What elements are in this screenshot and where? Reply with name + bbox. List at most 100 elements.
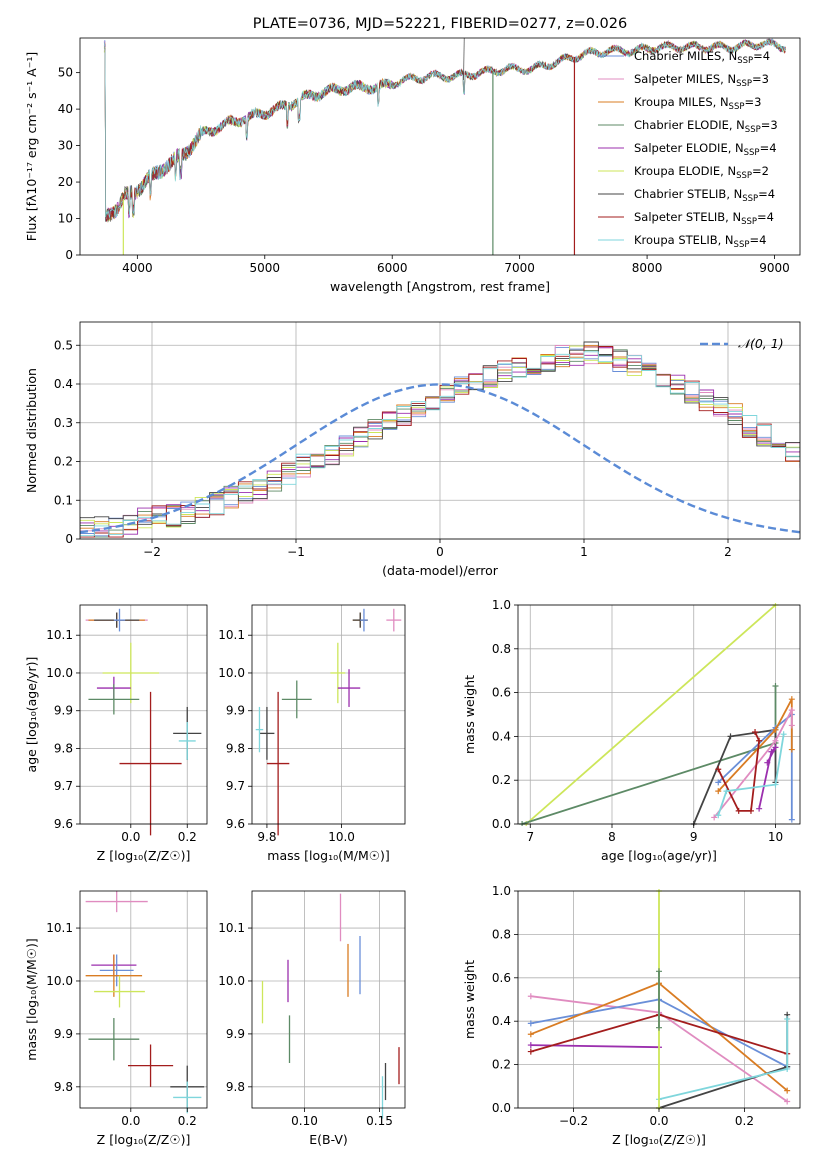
chart-title: PLATE=0736, MJD=52221, FIBERID=0277, z=0… <box>253 16 627 32</box>
x-axis-label: Z [log₁₀(Z/Z☉)] <box>97 848 191 863</box>
y-tick-label: 50 <box>58 66 73 80</box>
y-tick-label: 9.6 <box>54 817 73 831</box>
legend-entry: Salpeter STELIB, NSSP=4 <box>634 210 774 227</box>
x-tick-label: 0.15 <box>366 1114 393 1128</box>
weight-marker <box>780 731 787 738</box>
x-tick-label: 8000 <box>632 261 663 275</box>
y-tick-label: 10.0 <box>46 666 73 680</box>
y-tick-label: 0.6 <box>492 971 511 985</box>
y-axis-label: mass weight <box>462 675 477 754</box>
legend: Chabrier MILES, NSSP=4 Salpeter MILES, NS… <box>598 49 778 250</box>
weight-marker <box>727 733 734 740</box>
y-tick-label: 1.0 <box>492 598 511 612</box>
y-tick-label: 9.9 <box>54 1027 73 1041</box>
weight-line <box>717 734 785 816</box>
y-tick-label: 0 <box>65 532 73 546</box>
y-tick-label: 30 <box>58 139 73 153</box>
y-tick-label: 0.3 <box>54 416 73 430</box>
weight-marker <box>768 748 775 755</box>
weight-marker <box>788 722 795 729</box>
y-tick-label: 0.8 <box>492 642 511 656</box>
x-tick-label: 9 <box>690 830 698 844</box>
histogram-series <box>80 346 800 539</box>
weight-marker <box>772 726 779 733</box>
x-tick-label: 0.2 <box>178 1114 197 1128</box>
y-tick-label: 0.4 <box>54 377 73 391</box>
x-tick-label: 2 <box>724 545 732 559</box>
x-tick-label: 10 <box>768 830 783 844</box>
x-tick-label: 9000 <box>759 261 790 275</box>
axes-frame <box>251 890 406 1109</box>
legend-entry: Chabrier STELIB, NSSP=4 <box>634 187 775 204</box>
x-axis-label: (data-model)/error <box>382 563 499 578</box>
weight-marker <box>527 1031 534 1038</box>
y-axis-label: age [log₁₀(age/yr)] <box>24 657 39 773</box>
y-tick-label: 0.0 <box>492 817 511 831</box>
y-tick-label: 10 <box>58 212 73 226</box>
x-tick-label: 9.8 <box>257 830 276 844</box>
x-tick-label: −0.2 <box>559 1114 588 1128</box>
y-tick-label: 40 <box>58 102 73 116</box>
weight-marker <box>784 1016 791 1023</box>
legend-entry: Kroupa MILES, NSSP=3 <box>634 95 761 112</box>
weight-marker <box>715 779 722 786</box>
y-tick-label: 0.6 <box>492 686 511 700</box>
weight-marker <box>772 744 779 751</box>
legend-entry: Salpeter MILES, NSSP=3 <box>634 72 769 89</box>
weight-marker <box>784 1087 791 1094</box>
weight-line <box>717 712 793 820</box>
residuals-panel: −2 −1 0 1 2 0 0.1 0.2 0.3 0.4 0.5 (data-model)/erro… <box>24 321 801 578</box>
halpha-spike <box>463 38 465 80</box>
y-tick-label: 9.9 <box>226 1027 245 1041</box>
y-tick-label: 1.0 <box>492 884 511 898</box>
spectrum-line <box>103 38 786 219</box>
y-tick-label: 0.8 <box>492 927 511 941</box>
y-tick-label: 9.6 <box>226 817 245 831</box>
y-tick-label: 0 <box>65 248 73 262</box>
weight-marker <box>527 1042 534 1049</box>
y-tick-label: 10.1 <box>46 921 73 935</box>
histogram-series <box>80 351 800 539</box>
mass_vs_EBV-panel: 0.10 0.15 9.8 9.9 10.0 10.1 E(B-V) <box>218 890 406 1147</box>
weight-marker <box>723 788 730 795</box>
x-tick-label: 4000 <box>122 261 153 275</box>
weight-line <box>525 604 777 825</box>
y-tick-label: 9.8 <box>226 1080 245 1094</box>
x-tick-label: 6000 <box>377 261 408 275</box>
weight-marker <box>735 807 742 814</box>
weight-marker <box>764 759 771 766</box>
y-tick-label: 0.4 <box>492 1014 511 1028</box>
weight-marker <box>752 729 759 736</box>
weight-marker <box>715 812 722 819</box>
x-tick-label: 7 <box>526 830 534 844</box>
weight-marker <box>788 696 795 703</box>
weight-marker <box>715 788 722 795</box>
y-tick-label: 9.9 <box>226 704 245 718</box>
y-tick-label: 0.2 <box>492 1058 511 1072</box>
weight-marker <box>772 683 779 690</box>
x-tick-label: 10.0 <box>328 830 355 844</box>
axes-frame <box>79 890 208 1109</box>
weight-marker <box>747 807 754 814</box>
y-tick-label: 0.5 <box>54 338 73 352</box>
legend-entry: Kroupa ELODIE, NSSP=2 <box>634 164 769 181</box>
weight-line <box>758 746 777 809</box>
x-tick-label: 0.0 <box>121 830 140 844</box>
weight-marker <box>711 814 718 821</box>
weight-marker <box>527 1020 534 1027</box>
y-tick-label: 0.2 <box>492 773 511 787</box>
y-tick-label: 10.1 <box>218 628 245 642</box>
x-axis-label: wavelength [Angstrom, rest frame] <box>330 279 550 294</box>
weight-marker <box>756 805 763 812</box>
x-axis-label: mass [log₁₀(M/M☉)] <box>267 848 389 863</box>
y-tick-label: 10.1 <box>218 921 245 935</box>
y-tick-label: 9.7 <box>54 779 73 793</box>
x-tick-label: 0.0 <box>649 1114 668 1128</box>
x-axis-label: Z [log₁₀(Z/Z☉)] <box>612 1132 706 1147</box>
weight-marker <box>788 707 795 714</box>
x-axis-label: age [log₁₀(age/yr)] <box>601 848 717 863</box>
y-tick-label: 0.2 <box>54 455 73 469</box>
x-tick-label: 5000 <box>250 261 281 275</box>
mass_vs_Z-panel: 0.0 0.2 9.8 9.9 10.0 10.1 Z [log₁₀(Z/Z☉)] mass … <box>24 890 208 1147</box>
weight-marker <box>772 781 779 788</box>
